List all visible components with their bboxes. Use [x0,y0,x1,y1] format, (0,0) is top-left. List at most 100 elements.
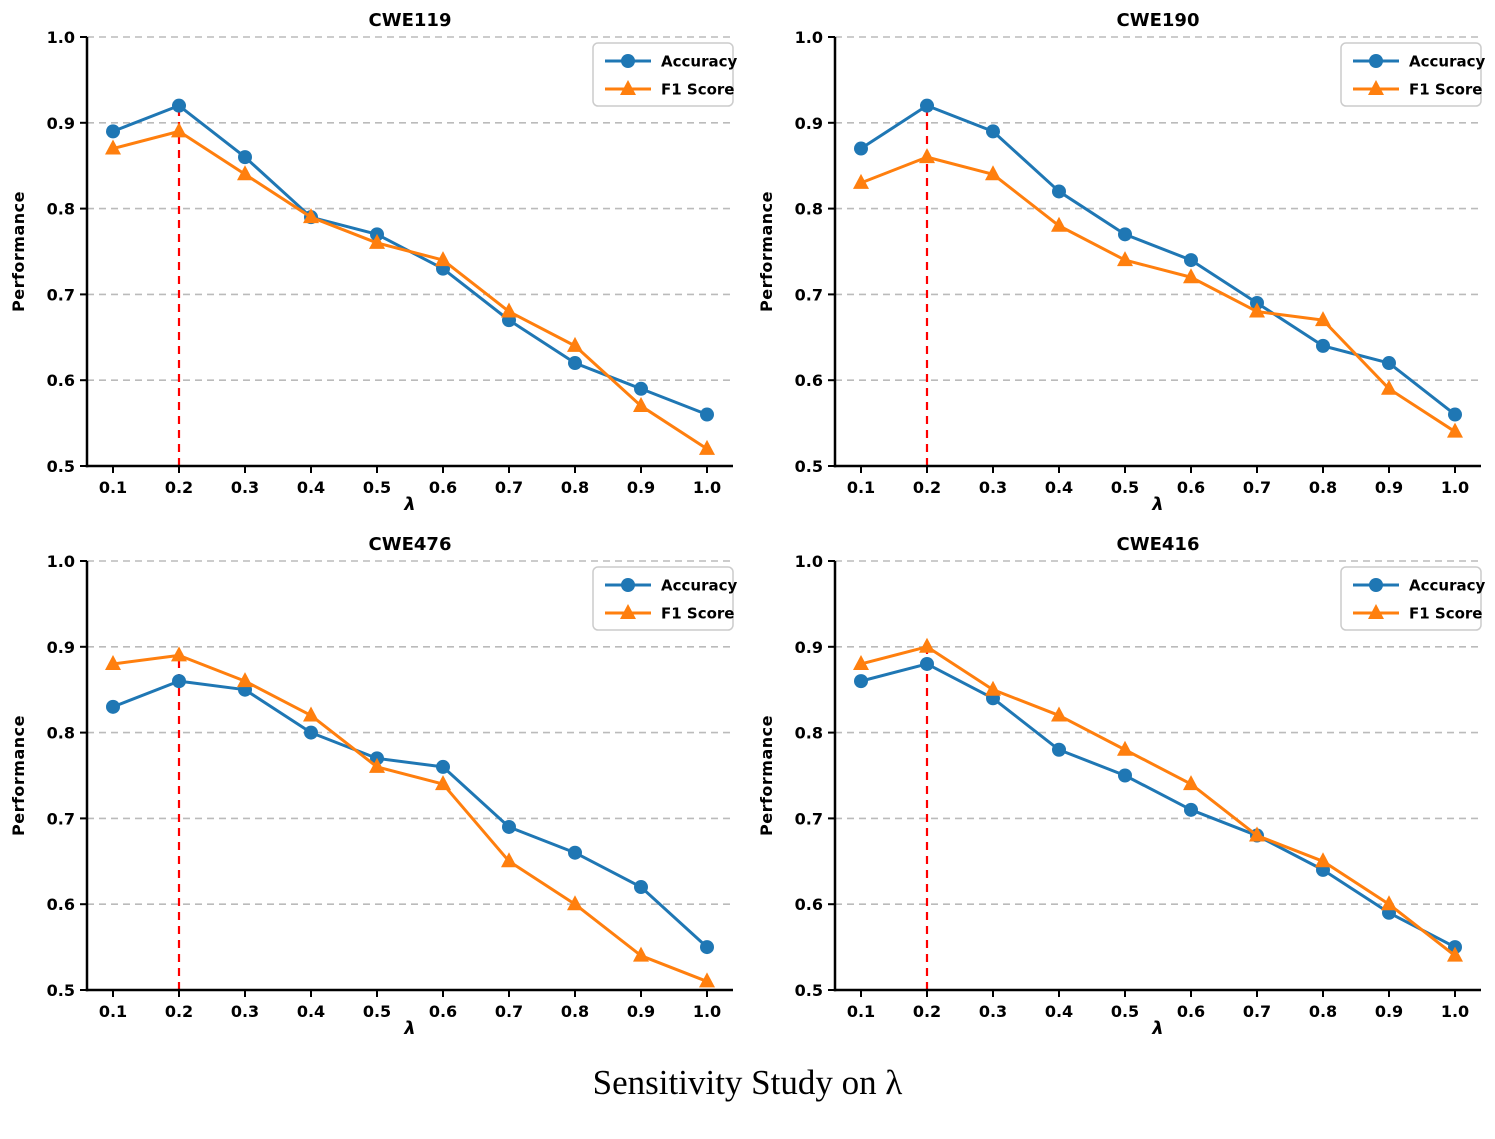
accuracy-marker [238,150,252,165]
x-tick-label-0.7: 0.7 [495,1002,523,1021]
y-tick-label-1.0: 1.0 [795,552,823,571]
x-tick-label-0.8: 0.8 [561,1002,589,1021]
f1-score-marker [105,139,121,155]
accuracy-marker [568,845,582,860]
y-tick-label-0.6: 0.6 [795,371,823,390]
f1-score-marker [567,895,583,911]
f1-score-marker [1249,826,1265,842]
y-tick-label-0.9: 0.9 [795,114,823,133]
accuracy-marker [568,356,582,371]
accuracy-marker [1316,338,1330,353]
x-tick-label-0.2: 0.2 [913,478,941,497]
accuracy-marker [920,656,934,671]
accuracy-marker [854,674,868,689]
accuracy-marker [1118,768,1132,783]
accuracy-marker [172,674,186,689]
x-tick-label-1.0: 1.0 [1441,1002,1469,1021]
chart-svg-cwe190: CWE190 0.1 0.2 0.3 0.4 0.5 0.6 0.7 0.8 0.9 1.0 0.5 0… [757,10,1485,515]
x-tick-label-0.7: 0.7 [495,478,523,497]
f1-score-marker [1183,775,1199,791]
f1-score-line [111,653,709,983]
x-tick-label-0.3: 0.3 [231,1002,259,1021]
y-tick-label-0.5: 0.5 [795,981,823,1000]
y-axis-label: Performance [757,715,776,836]
y-axis-label: Performance [9,715,28,836]
accuracy-line [111,104,709,417]
accuracy-marker [304,725,318,740]
x-tick-label-0.4: 0.4 [1045,478,1073,497]
chart-svg-cwe476: CWE476 0.1 0.2 0.3 0.4 0.5 0.6 0.7 0.8 0.9 1.0 0.5 0… [9,534,737,1039]
chart-title: CWE476 [369,534,452,555]
x-axis-label: λ [1151,1018,1163,1039]
x-tick-label-0.1: 0.1 [847,478,875,497]
f1-score-marker [501,302,517,318]
f1-score-marker [1117,251,1133,267]
chart-svg-cwe416: CWE416 0.1 0.2 0.3 0.4 0.5 0.6 0.7 0.8 0.9 1.0 0.5 0… [757,534,1485,1039]
legend-accuracy-marker [1369,578,1383,592]
x-tick-label-0.1: 0.1 [99,1002,127,1021]
f1-score-marker [501,852,517,868]
legend-f1-score-marker [620,80,636,95]
f1-score-marker [699,439,715,455]
f1-score-marker [303,706,319,722]
y-tick-label-1.0: 1.0 [795,28,823,47]
x-tick-label-0.5: 0.5 [363,1002,391,1021]
accuracy-marker [1382,356,1396,371]
f1-score-marker [435,775,451,791]
chart-title: CWE190 [1117,10,1200,31]
x-tick-label-0.3: 0.3 [231,478,259,497]
legend-accuracy-label: Accuracy [1409,53,1485,71]
accuracy-marker [700,940,714,955]
x-tick-label-0.4: 0.4 [1045,1002,1073,1021]
legend: Accuracy F1 Score [1340,566,1485,631]
accuracy-marker [1118,227,1132,242]
x-tick-label-0.2: 0.2 [165,478,193,497]
accuracy-marker [1052,184,1066,199]
x-tick-label-0.9: 0.9 [1375,1002,1403,1021]
chart-svg-cwe119: CWE119 0.1 0.2 0.3 0.4 0.5 0.6 0.7 0.8 0.9 1.0 0.5 0… [9,10,737,515]
x-tick-label-0.5: 0.5 [363,478,391,497]
y-tick-label-0.5: 0.5 [795,457,823,476]
x-tick-label-0.1: 0.1 [847,1002,875,1021]
subplot-cwe119: CWE119 0.1 0.2 0.3 0.4 0.5 0.6 0.7 0.8 0.9 1.0 0.5 0… [0,0,747,515]
x-tick-label-0.2: 0.2 [913,1002,941,1021]
x-tick-label-1.0: 1.0 [1441,478,1469,497]
accuracy-marker [986,124,1000,139]
f1-score-marker [1051,216,1067,232]
accuracy-marker [172,98,186,113]
accuracy-marker [634,381,648,396]
legend: Accuracy F1 Score [592,566,737,631]
x-tick-label-0.6: 0.6 [1177,1002,1205,1021]
y-tick-label-0.9: 0.9 [795,638,823,657]
f1-score-marker [1051,706,1067,722]
f1-score-marker [1381,379,1397,395]
subplot-cwe416: CWE416 0.1 0.2 0.3 0.4 0.5 0.6 0.7 0.8 0.9 1.0 0.5 0… [748,524,1495,1039]
accuracy-marker [106,124,120,139]
y-tick-label-1.0: 1.0 [47,552,75,571]
accuracy-marker [1052,742,1066,757]
legend-f1-score-label: F1 Score [1409,81,1482,99]
x-tick-label-0.5: 0.5 [1111,1002,1139,1021]
f1-score-line [859,645,1457,958]
x-tick-label-1.0: 1.0 [693,1002,721,1021]
y-tick-label-0.8: 0.8 [795,724,823,743]
x-tick-label-0.8: 0.8 [1309,1002,1337,1021]
accuracy-marker [920,98,934,113]
x-tick-label-0.9: 0.9 [627,1002,655,1021]
x-axis-label: λ [403,1018,415,1039]
accuracy-line [111,679,709,949]
y-tick-label-0.6: 0.6 [47,895,75,914]
f1-score-marker [105,654,121,670]
y-tick-label-0.7: 0.7 [795,285,823,304]
y-tick-label-1.0: 1.0 [47,28,75,47]
y-tick-label-0.6: 0.6 [795,895,823,914]
y-tick-label-0.5: 0.5 [47,457,75,476]
x-tick-label-0.9: 0.9 [1375,478,1403,497]
f1-score-marker [919,637,935,653]
y-axis-label: Performance [757,191,776,312]
legend-f1-score-marker [1368,604,1384,619]
accuracy-marker [1184,253,1198,268]
x-axis-label: λ [1151,494,1163,515]
y-tick-label-0.5: 0.5 [47,981,75,1000]
x-tick-label-0.3: 0.3 [979,478,1007,497]
